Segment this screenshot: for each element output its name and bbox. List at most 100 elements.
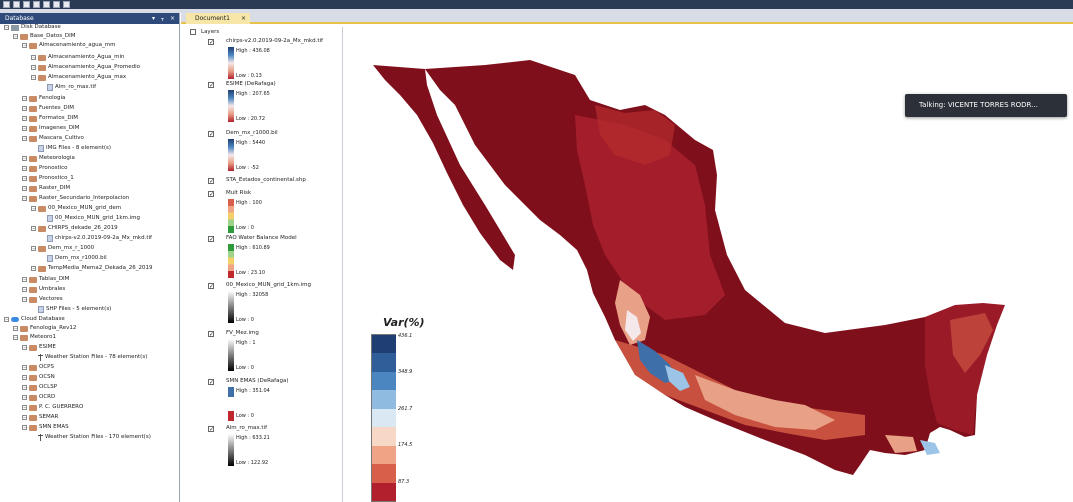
expand-toggle-icon[interactable]: − — [22, 166, 27, 171]
tree-item[interactable]: SHP Files - 5 element(s) — [31, 305, 111, 314]
layer-visibility-checkbox[interactable]: ✓ — [208, 379, 215, 386]
expand-toggle-icon[interactable]: − — [22, 405, 27, 410]
pin-icon[interactable]: ᚁ — [161, 15, 164, 22]
tree-item[interactable]: − Almacenamiento_Agua_max — [31, 73, 126, 82]
pan-icon[interactable] — [13, 1, 20, 8]
layer-visibility-checkbox[interactable]: ✓ — [208, 236, 215, 243]
layer-visibility-checkbox[interactable]: ✓ — [208, 426, 215, 433]
tree-item[interactable]: − Pronostico — [22, 164, 68, 173]
zoom-out-icon[interactable] — [33, 1, 40, 8]
tree-item[interactable]: Dem_mx_r1000.bil — [40, 254, 107, 263]
expand-toggle-icon[interactable]: − — [22, 365, 27, 370]
expand-toggle-icon[interactable]: − — [22, 375, 27, 380]
tree-item[interactable]: 00_Mexico_MUN_grid_1km.img — [40, 214, 140, 223]
tree-item[interactable]: − 00_Mexico_MUN_grid_dem — [31, 204, 121, 213]
print-icon[interactable] — [63, 1, 70, 8]
tree-item[interactable]: − Meteoro1 — [13, 333, 56, 342]
expand-toggle-icon[interactable]: − — [31, 266, 36, 271]
tree-item[interactable]: − Fuentes_DIM — [22, 104, 74, 113]
tree-item[interactable]: − OCRD — [22, 393, 55, 402]
expand-toggle-icon[interactable]: − — [22, 126, 27, 131]
expand-toggle-icon[interactable]: − — [22, 415, 27, 420]
layer-visibility-checkbox[interactable]: ✓ — [208, 82, 215, 89]
tree-item[interactable]: − Dem_mx_r_1000 — [31, 244, 94, 253]
tree-item[interactable]: Weather Station Files - 78 element(s) — [31, 353, 147, 362]
tree-item[interactable]: − Cloud Database — [4, 315, 65, 324]
close-icon[interactable]: × — [169, 15, 175, 22]
expand-toggle-icon[interactable]: − — [31, 55, 36, 60]
layer-visibility-checkbox[interactable]: ✓ — [208, 39, 215, 46]
tree-item[interactable]: − Almacenamiento_agua_mm — [22, 41, 116, 50]
expand-toggle-icon[interactable]: − — [22, 106, 27, 111]
tree-item[interactable]: Alm_ro_max.tif — [40, 83, 96, 92]
layer-name[interactable]: 00_Mexico_MUN_grid_1km.img — [226, 282, 312, 288]
tree-item[interactable]: − OCSN — [22, 373, 55, 382]
tree-item[interactable]: − SMN EMAS — [22, 423, 69, 432]
expand-toggle-icon[interactable]: − — [22, 395, 27, 400]
expand-toggle-icon[interactable]: − — [22, 96, 27, 101]
expand-toggle-icon[interactable]: − — [22, 136, 27, 141]
expand-toggle-icon[interactable]: − — [13, 335, 18, 340]
tree-item[interactable]: − Meteorologia — [22, 154, 75, 163]
tree-item[interactable]: − Tablas_DIM — [22, 275, 69, 284]
expand-toggle-icon[interactable]: − — [22, 385, 27, 390]
tree-item[interactable]: − Formatos_DIM — [22, 114, 78, 123]
expand-toggle-icon[interactable]: − — [22, 43, 27, 48]
layers-root[interactable]: Layers — [201, 29, 220, 35]
tree-item[interactable]: − Base_Datos_DIM — [13, 32, 76, 41]
mexico-map[interactable] — [365, 55, 1005, 485]
expand-toggle-icon[interactable]: − — [22, 156, 27, 161]
tree-item[interactable]: − ESIME — [22, 343, 56, 352]
expand-toggle-icon[interactable]: − — [31, 65, 36, 70]
tree-item[interactable]: Weather Station Files - 170 element(s) — [31, 433, 151, 442]
tree-item[interactable]: − Pronostico_1 — [22, 174, 74, 183]
close-tab-icon[interactable]: × — [240, 15, 246, 22]
layer-visibility-checkbox[interactable]: ✓ — [208, 283, 215, 290]
expand-toggle-icon[interactable]: − — [22, 277, 27, 282]
tree-item[interactable]: − Fenologia_Rev12 — [13, 324, 76, 333]
layer-name[interactable]: chirps-v2.0.2019-09-2a_Mx_mkd.tif — [226, 38, 323, 44]
tree-item[interactable]: − CHIRPS_dekade_26_2019 — [31, 224, 118, 233]
tree-item[interactable]: − OCLSP — [22, 383, 57, 392]
tree-item[interactable]: − Raster_Secundario_Interpolacion — [22, 194, 129, 203]
info-icon[interactable] — [43, 1, 50, 8]
expand-toggle-icon[interactable]: − — [13, 34, 18, 39]
layer-name[interactable]: Dem_mx_r1000.bil — [226, 130, 278, 136]
layer-name[interactable]: ESIME (DeRafaga) — [226, 81, 276, 87]
tree-item[interactable]: − Almacenamiento_Agua_min — [31, 53, 125, 62]
tree-item[interactable]: − Imagenes_DIM — [22, 124, 79, 133]
layers-root-checkbox[interactable] — [190, 29, 196, 35]
layer-name[interactable]: Alm_ro_max.tif — [226, 425, 268, 431]
expand-toggle-icon[interactable]: − — [22, 176, 27, 181]
expand-toggle-icon[interactable]: − — [31, 206, 36, 211]
tree-item[interactable]: − TempMedia_Mema2_Dekada_26_2019 — [31, 264, 152, 273]
layer-name[interactable]: FV_Mez.img — [226, 330, 259, 336]
layer-visibility-checkbox[interactable]: ✓ — [208, 331, 215, 338]
expand-toggle-icon[interactable]: − — [31, 226, 36, 231]
save-icon[interactable] — [3, 1, 10, 8]
expand-toggle-icon[interactable]: − — [4, 317, 9, 322]
layer-name[interactable]: SMN EMAS (DeRafaga) — [226, 378, 289, 384]
expand-toggle-icon[interactable]: − — [31, 75, 36, 80]
zoom-in-icon[interactable] — [23, 1, 30, 8]
expand-toggle-icon[interactable]: − — [4, 25, 9, 30]
tree-item[interactable]: − OCPS — [22, 363, 54, 372]
expand-toggle-icon[interactable]: − — [22, 196, 27, 201]
layer-name[interactable]: STA_Estados_continental.shp — [226, 177, 306, 183]
expand-toggle-icon[interactable]: − — [13, 326, 18, 331]
tree-item[interactable]: − SEMAR — [22, 413, 58, 422]
tree-item[interactable]: − Raster_DIM — [22, 184, 70, 193]
layer-visibility-checkbox[interactable]: ✓ — [208, 191, 215, 198]
expand-toggle-icon[interactable]: − — [22, 186, 27, 191]
expand-toggle-icon[interactable]: − — [31, 246, 36, 251]
new-document-icon[interactable] — [53, 1, 60, 8]
tree-item[interactable]: − Fenologia — [22, 94, 65, 103]
tree-item[interactable]: − Almacenamiento_Agua_Promedio — [31, 63, 140, 72]
expand-toggle-icon[interactable]: − — [22, 345, 27, 350]
expand-toggle-icon[interactable]: − — [22, 297, 27, 302]
tree-item[interactable]: IMG Files - 8 element(s) — [31, 144, 111, 153]
tree-item[interactable]: − Disk Database — [4, 23, 61, 32]
tree-item[interactable]: − Vectores — [22, 295, 63, 304]
layer-visibility-checkbox[interactable]: ✓ — [208, 131, 215, 138]
expand-toggle-icon[interactable]: − — [22, 425, 27, 430]
